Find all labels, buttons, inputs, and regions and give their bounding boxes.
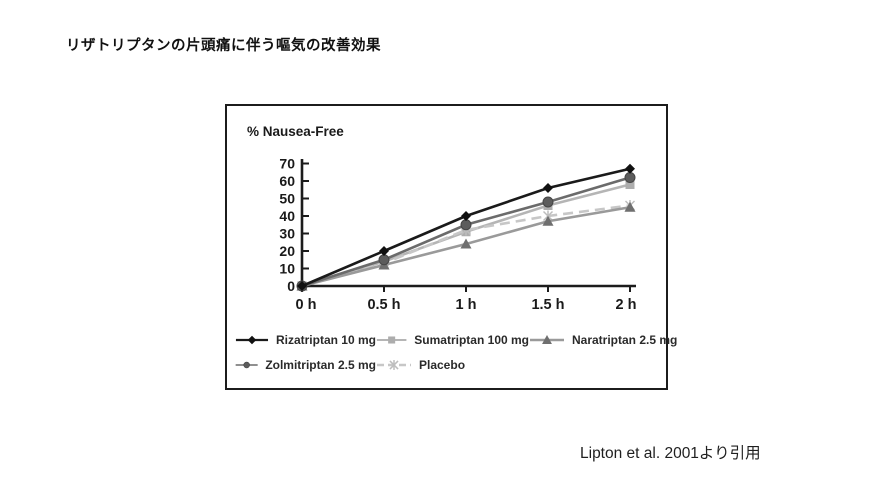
y-tick-label: 70: [279, 156, 295, 172]
chart-frame: % Nausea-Free 0 10 20 30 40 50 60 70 0 h 0.5 h 1 h…: [225, 104, 677, 390]
square-marker: [388, 336, 396, 344]
diamond-marker: [625, 163, 635, 174]
legend-label: Sumatriptan 100 mg: [414, 333, 529, 347]
series-rizatriptan-10-mg: [297, 163, 635, 291]
y-tick-label: 60: [279, 173, 295, 189]
square-legend-icon: [376, 336, 407, 344]
circle-marker: [624, 172, 636, 183]
legend-item-sumatriptan-100-mg: Sumatriptan 100 mg: [376, 332, 529, 348]
diamond-legend-icon: [235, 335, 269, 345]
diamond-marker: [461, 211, 471, 221]
star-legend-icon: [377, 360, 411, 370]
chart-axis-title: % Nausea-Free: [247, 124, 344, 139]
legend-label: Rizatriptan 10 mg: [275, 333, 376, 347]
x-tick-label: 2 h: [616, 297, 637, 313]
legend-label: Zolmitriptan 2.5 mg: [265, 358, 376, 372]
circle-marker: [542, 196, 554, 208]
x-tick-label: 0 h: [296, 297, 317, 313]
diamond-marker: [543, 183, 553, 193]
y-tick-label: 30: [279, 226, 295, 242]
circle-marker: [243, 361, 250, 369]
series-zolmitriptan-2-5-mg: [296, 172, 636, 292]
page-title: リザトリプタンの片頭痛に伴う嘔気の改善効果: [66, 38, 381, 54]
legend-label: Naratriptan 2.5 mg: [572, 333, 678, 347]
x-marker: [389, 360, 399, 370]
citation-text: Lipton et al. 2001より引用: [580, 445, 761, 462]
legend-item-naratriptan-2-5-mg: Naratriptan 2.5 mg: [529, 332, 677, 348]
triangle-marker: [542, 335, 552, 345]
legend-label: Placebo: [419, 358, 466, 372]
triangle-legend-icon: [530, 335, 564, 345]
x-tick-label: 1 h: [456, 297, 477, 313]
y-tick-label: 0: [287, 278, 295, 294]
diamond-marker: [297, 281, 307, 291]
circle-marker: [460, 219, 472, 231]
y-tick-label: 40: [279, 208, 295, 224]
x-tick-label: 0.5 h: [367, 297, 400, 313]
square-marker: [625, 180, 635, 189]
chart-legend: Rizatriptan 10 mg Sumatriptan 100 mg Narat…: [235, 332, 677, 373]
y-tick-label: 50: [279, 191, 295, 207]
triangle-marker: [624, 201, 636, 212]
legend-item-zolmitriptan-2-5-mg: Zolmitriptan 2.5 mg: [235, 357, 376, 373]
x-tick-label: 1.5 h: [531, 297, 564, 313]
triangle-marker: [542, 215, 554, 226]
y-tick-label: 10: [279, 261, 295, 277]
legend-item-rizatriptan-10-mg: Rizatriptan 10 mg: [235, 332, 376, 348]
diamond-marker: [247, 335, 257, 345]
triangle-marker: [460, 238, 472, 249]
y-tick-label: 20: [279, 243, 295, 259]
diamond-marker: [379, 246, 389, 256]
circle-marker: [378, 254, 390, 266]
circle-legend-icon: [235, 361, 258, 369]
legend-item-placebo: Placebo: [376, 357, 529, 373]
